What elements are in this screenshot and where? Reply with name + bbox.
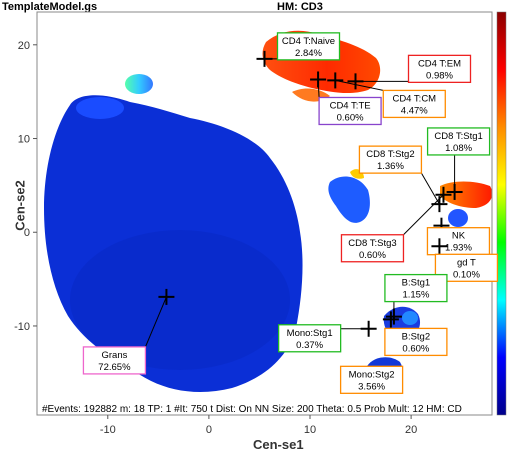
population-label-box xyxy=(339,365,404,394)
population-percent: 0.98% xyxy=(426,70,453,81)
population-name: CD8 T:Stg3 xyxy=(348,238,396,249)
population-name: CD4 T:TE xyxy=(330,100,371,111)
population-label-box xyxy=(426,227,491,256)
population-label-box xyxy=(384,273,448,303)
population-name: CD8 T:Stg1 xyxy=(434,131,482,142)
plot-frame xyxy=(36,11,493,416)
file-name: TemplateModel.gs xyxy=(2,1,98,13)
x-tick-label: 0 xyxy=(206,424,212,436)
heatmap-label: HM: CD3 xyxy=(277,1,323,13)
population-label-box xyxy=(276,32,341,61)
population-leader-line xyxy=(403,194,444,236)
population-percent: 0.60% xyxy=(402,343,429,354)
population-percent: 72.65% xyxy=(98,362,131,373)
population-name: CD4 T:Naive xyxy=(282,36,335,47)
population-label-box xyxy=(318,96,382,126)
population-name: CD8 T:Stg2 xyxy=(366,149,414,160)
population-label-box xyxy=(426,127,491,156)
y-tick-label: 20 xyxy=(18,40,30,52)
population-percent: 0.37% xyxy=(296,340,323,351)
small-cluster xyxy=(125,74,153,94)
population-percent: 1.93% xyxy=(445,243,472,254)
population-leader-line xyxy=(420,172,440,205)
population-percent: 0.60% xyxy=(337,112,364,123)
population-name: Grans xyxy=(101,350,127,361)
mid-cluster xyxy=(328,176,370,223)
population-percent: 4.47% xyxy=(401,105,428,116)
y-tick-label: 0 xyxy=(24,227,30,239)
x-tick-label: -10 xyxy=(100,424,116,436)
population-percent: 0.60% xyxy=(359,250,386,261)
x-axis-title: Cen-se1 xyxy=(253,437,304,452)
y-tick-label: 10 xyxy=(18,134,30,146)
population-percent: 1.08% xyxy=(445,143,472,154)
population-percent: 1.15% xyxy=(402,290,429,301)
population-percent: 1.36% xyxy=(377,161,404,172)
population-name: CD4 T:CM xyxy=(392,93,436,104)
population-name: gd T xyxy=(457,257,476,268)
population-leader-line xyxy=(144,296,167,348)
population-name: Mono:Stg1 xyxy=(287,328,333,339)
population-name: B:Stg2 xyxy=(402,331,431,342)
cd8-t-cluster xyxy=(440,181,492,208)
population-name: CD4 T:EM xyxy=(418,58,461,69)
grans-upper-lobe xyxy=(76,97,124,119)
population-label-box xyxy=(82,346,147,375)
population-name: NK xyxy=(452,231,466,242)
b-cell-hot xyxy=(402,311,418,325)
footer-stats: #Events: 192882 m: 18 TP: 1 #It: 750 t D… xyxy=(42,404,462,415)
y-axis-title: Cen-se2 xyxy=(12,180,28,231)
y-tick-label: -10 xyxy=(14,321,30,333)
population-label-box xyxy=(358,145,423,174)
population-label-box xyxy=(277,324,342,353)
population-leader-line xyxy=(335,79,384,91)
x-tick-label: 20 xyxy=(405,424,417,436)
population-name: B:Stg1 xyxy=(402,278,431,289)
population-percent: 2.84% xyxy=(295,48,322,59)
nk-cluster xyxy=(448,209,468,227)
population-name: Mono:Stg2 xyxy=(349,369,395,380)
population-label-box xyxy=(382,89,446,119)
population-label-box xyxy=(340,234,405,263)
population-label-box xyxy=(407,54,472,84)
colorbar xyxy=(496,11,507,416)
population-percent: 0.10% xyxy=(453,269,480,280)
x-tick-label: 10 xyxy=(304,424,316,436)
grans-core xyxy=(70,230,290,370)
population-percent: 3.56% xyxy=(358,381,385,392)
population-label-box xyxy=(384,327,448,357)
